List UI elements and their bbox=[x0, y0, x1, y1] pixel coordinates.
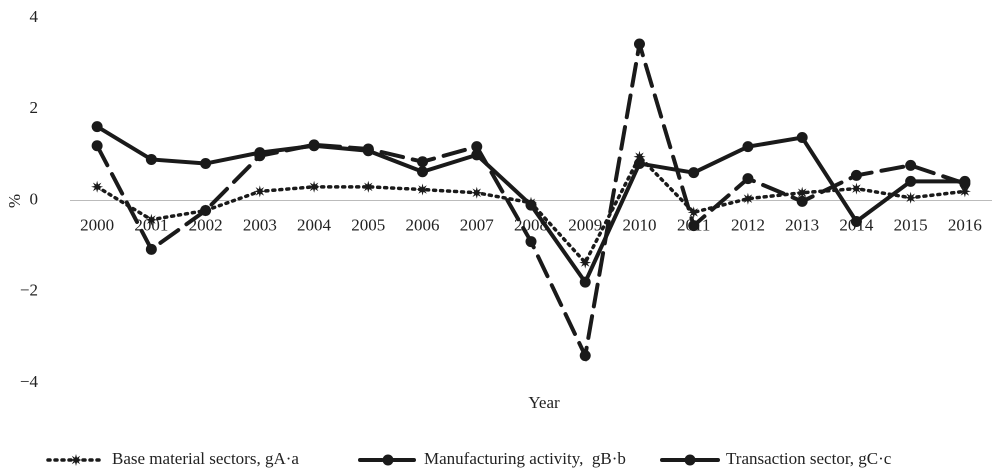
marker bbox=[579, 256, 592, 269]
x-tick-label: 2015 bbox=[894, 215, 928, 234]
legend-label: Transaction sector, gC·c bbox=[726, 449, 892, 468]
marker bbox=[633, 38, 645, 50]
marker bbox=[417, 166, 429, 178]
marker bbox=[958, 185, 971, 198]
marker bbox=[850, 182, 863, 195]
marker bbox=[742, 173, 754, 185]
y-tick-label: 0 bbox=[30, 189, 39, 208]
x-tick-label: 2003 bbox=[243, 215, 277, 234]
x-tick-label: 2000 bbox=[80, 215, 114, 234]
marker bbox=[633, 158, 645, 170]
marker bbox=[796, 186, 809, 199]
marker bbox=[688, 167, 700, 179]
marker bbox=[200, 158, 212, 170]
x-tick-label: 2005 bbox=[351, 215, 385, 234]
marker bbox=[959, 175, 971, 187]
marker bbox=[579, 276, 591, 288]
x-tick-label: 2016 bbox=[948, 215, 982, 234]
marker bbox=[416, 183, 429, 196]
marker bbox=[742, 141, 754, 153]
marker bbox=[200, 205, 212, 217]
marker bbox=[362, 145, 374, 157]
x-tick-label: 2002 bbox=[189, 215, 223, 234]
marker bbox=[525, 236, 537, 248]
marker bbox=[579, 350, 591, 362]
marker bbox=[254, 147, 266, 159]
y-tick-label: 2 bbox=[30, 98, 39, 117]
x-tick-label: 2013 bbox=[785, 215, 819, 234]
y-axis-label: % bbox=[5, 194, 24, 208]
marker bbox=[741, 192, 754, 205]
x-tick-label: 2012 bbox=[731, 215, 765, 234]
marker bbox=[904, 191, 917, 204]
marker bbox=[362, 180, 375, 193]
y-tick-label: −2 bbox=[20, 281, 38, 300]
marker bbox=[91, 180, 104, 193]
marker bbox=[417, 156, 429, 168]
marker bbox=[525, 199, 537, 211]
y-tick-label: −4 bbox=[20, 372, 39, 391]
marker bbox=[145, 213, 158, 226]
marker bbox=[145, 153, 157, 165]
x-tick-label: 2006 bbox=[406, 215, 440, 234]
marker bbox=[850, 169, 862, 181]
marker bbox=[253, 185, 266, 198]
marker bbox=[688, 220, 700, 232]
x-tick-label: 2004 bbox=[297, 215, 332, 234]
y-tick-label: 4 bbox=[30, 7, 39, 26]
x-tick-label: 2007 bbox=[460, 215, 495, 234]
marker bbox=[471, 141, 483, 153]
marker bbox=[308, 140, 320, 152]
legend-marker bbox=[684, 454, 696, 466]
legend-marker bbox=[382, 454, 394, 466]
marker bbox=[850, 215, 862, 227]
x-tick-label: 2009 bbox=[568, 215, 602, 234]
marker bbox=[308, 180, 321, 193]
x-tick-label: 2010 bbox=[622, 215, 656, 234]
marker bbox=[796, 195, 808, 207]
marker bbox=[145, 243, 157, 255]
marker bbox=[91, 140, 103, 152]
marker bbox=[91, 121, 103, 133]
legend-label: Manufacturing activity, gB·b bbox=[424, 449, 626, 468]
x-axis-label: Year bbox=[528, 393, 560, 412]
marker bbox=[905, 175, 917, 187]
marker bbox=[471, 149, 483, 161]
marker bbox=[796, 132, 808, 144]
marker bbox=[687, 206, 700, 219]
legend-marker bbox=[70, 454, 82, 466]
legend-label: Base material sectors, gA·a bbox=[112, 449, 299, 468]
marker bbox=[470, 186, 483, 199]
marker bbox=[905, 159, 917, 171]
